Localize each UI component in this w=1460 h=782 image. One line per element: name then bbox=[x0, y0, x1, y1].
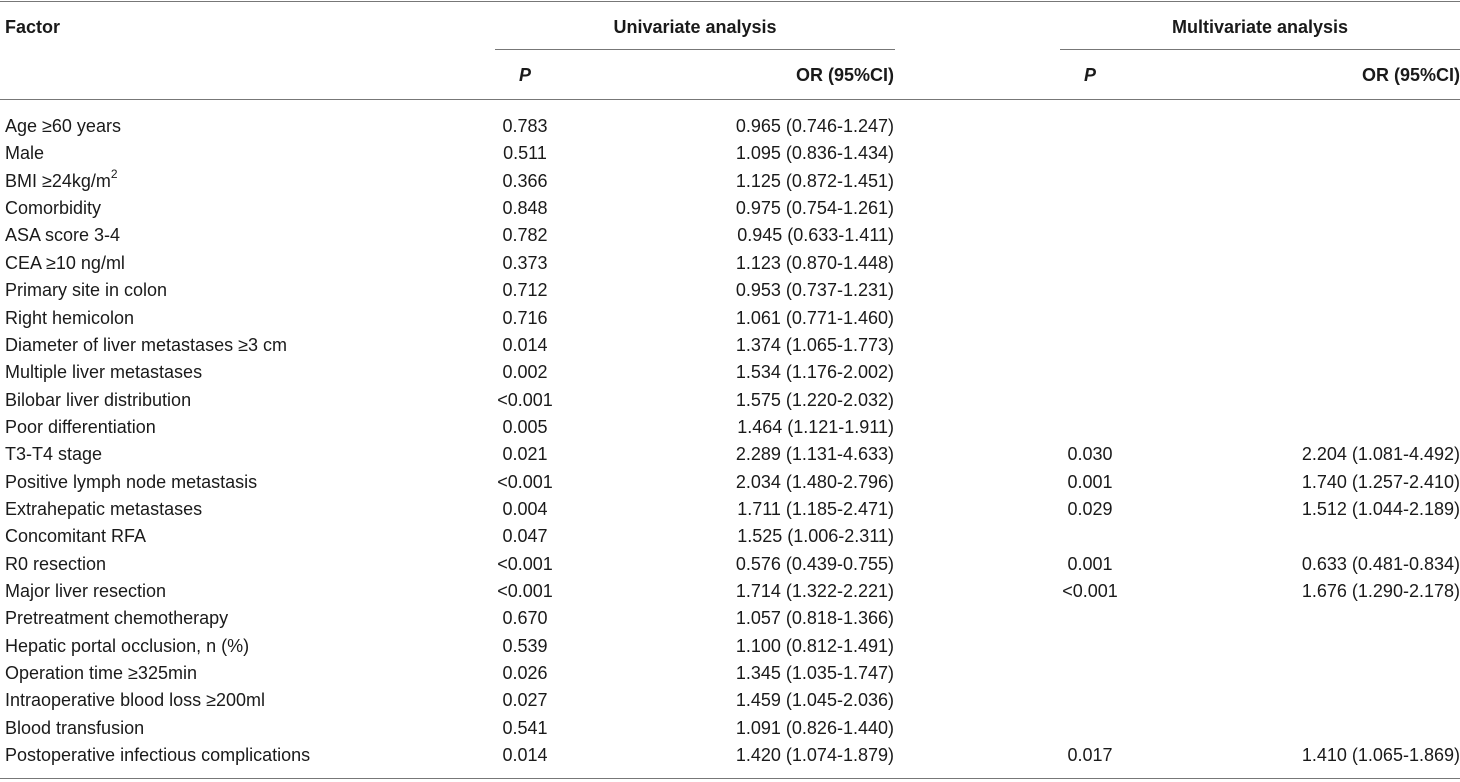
univariate-or-cell: 2.289 (1.131-4.633) bbox=[735, 444, 894, 465]
factor-cell: Primary site in colon bbox=[5, 280, 168, 301]
univariate-p-cell: 0.539 bbox=[502, 635, 548, 656]
univariate-p-cell: <0.001 bbox=[497, 389, 553, 410]
univariate-p-cell: 0.366 bbox=[502, 170, 548, 191]
univariate-p-cell: 0.027 bbox=[502, 690, 548, 711]
univariate-or-cell: 1.464 (1.121-1.911) bbox=[737, 416, 894, 437]
univariate-or-cell: 1.420 (1.074-1.879) bbox=[735, 745, 894, 766]
univariate-p-cell: 0.670 bbox=[502, 608, 548, 629]
multivariate-or-cell: 1.512 (1.044-2.189) bbox=[1301, 498, 1460, 519]
factor-cell: Positive lymph node metastasis bbox=[5, 471, 258, 492]
factor-cell: Blood transfusion bbox=[5, 717, 145, 738]
header-multivariate-or: OR (95%CI) bbox=[1361, 65, 1460, 85]
univariate-or-cell: 0.576 (0.439-0.755) bbox=[735, 553, 894, 574]
header-univariate-p: P bbox=[518, 65, 531, 85]
factor-cell: Extrahepatic metastases bbox=[5, 498, 203, 519]
univariate-p-cell: 0.005 bbox=[502, 416, 548, 437]
factor-cell: ASA score 3-4 bbox=[5, 225, 121, 246]
header-multivariate: Multivariate analysis bbox=[1171, 17, 1349, 37]
top-rule bbox=[0, 1, 1460, 2]
univariate-or-cell: 1.534 (1.176-2.002) bbox=[735, 362, 894, 383]
univariate-p-cell: <0.001 bbox=[497, 471, 553, 492]
superscript: 2 bbox=[110, 166, 118, 181]
header-rule bbox=[0, 99, 1460, 100]
factor-cell: Age ≥60 years bbox=[5, 116, 121, 136]
univariate-or-cell: 1.057 (0.818-1.366) bbox=[735, 608, 894, 629]
header-univariate: Univariate analysis bbox=[613, 17, 777, 37]
univariate-or-cell: 0.953 (0.737-1.231) bbox=[735, 280, 894, 301]
header-factor: Factor bbox=[5, 17, 61, 37]
multivariate-or-cell: 1.740 (1.257-2.410) bbox=[1301, 471, 1460, 492]
univariate-or-cell: 1.459 (1.045-2.036) bbox=[735, 690, 894, 711]
univariate-or-cell: 1.714 (1.322-2.221) bbox=[735, 581, 894, 601]
univariate-or-cell: 1.711 (1.185-2.471) bbox=[737, 498, 894, 519]
univariate-p-cell: 0.026 bbox=[502, 663, 548, 683]
univariate-p-cell: 0.716 bbox=[502, 307, 548, 328]
factor-cell: Bilobar liver distribution bbox=[5, 389, 192, 410]
multivariate-p-cell: 0.001 bbox=[1067, 471, 1113, 492]
multivariate-p-cell: 0.017 bbox=[1067, 745, 1113, 766]
factor-cell: Pretreatment chemotherapy bbox=[5, 608, 229, 629]
univariate-p-cell: 0.848 bbox=[502, 198, 548, 219]
factor-cell: R0 resection bbox=[5, 553, 107, 574]
factor-cell: Comorbidity bbox=[5, 198, 102, 219]
multivariate-p-cell: 0.030 bbox=[1067, 444, 1113, 465]
univariate-or-cell: 2.034 (1.480-2.796) bbox=[735, 471, 894, 492]
univariate-or-cell: 1.575 (1.220-2.032) bbox=[735, 389, 894, 410]
factor-cell: Multiple liver metastases bbox=[5, 362, 203, 383]
univariate-p-cell: 0.541 bbox=[502, 717, 548, 738]
factor-cell: Major liver resection bbox=[5, 581, 167, 601]
factor-cell: Diameter of liver metastases ≥3 cm bbox=[5, 334, 287, 355]
factor-cell: BMI ≥24kg/m2 bbox=[5, 168, 118, 191]
factor-cell: Hepatic portal occlusion, n (%) bbox=[5, 635, 250, 656]
univariate-or-cell: 0.965 (0.746-1.247) bbox=[735, 116, 894, 136]
univariate-or-cell: 1.123 (0.870-1.448) bbox=[735, 252, 894, 273]
factor-cell: CEA ≥10 ng/ml bbox=[5, 252, 125, 273]
multivariate-p-cell: 0.001 bbox=[1067, 553, 1113, 574]
factor-cell: T3-T4 stage bbox=[5, 444, 103, 465]
univariate-or-cell: 1.100 (0.812-1.491) bbox=[735, 635, 894, 656]
factor-text: BMI ≥24kg/m bbox=[5, 170, 111, 191]
bottom-rule bbox=[0, 778, 1460, 779]
univariate-or-cell: 1.374 (1.065-1.773) bbox=[735, 334, 894, 355]
univariate-p-cell: 0.014 bbox=[502, 334, 548, 355]
univariate-p-cell: <0.001 bbox=[497, 553, 553, 574]
factor-cell: Concomitant RFA bbox=[5, 526, 147, 547]
multivariate-or-cell: 2.204 (1.081-4.492) bbox=[1301, 444, 1460, 465]
univariate-or-cell: 0.975 (0.754-1.261) bbox=[735, 198, 894, 219]
univariate-or-cell: 1.125 (0.872-1.451) bbox=[735, 170, 894, 191]
header-univariate-or: OR (95%CI) bbox=[795, 65, 894, 85]
factor-cell: Postoperative infectious complications bbox=[5, 745, 311, 766]
univariate-p-cell: 0.021 bbox=[502, 444, 548, 465]
univariate-p-cell: 0.783 bbox=[502, 116, 548, 136]
multivariate-or-cell: 1.676 (1.290-2.178) bbox=[1301, 581, 1460, 601]
multivariate-group-rule bbox=[1060, 49, 1460, 50]
factor-cell: Operation time ≥325min bbox=[5, 663, 197, 683]
factor-cell: Poor differentiation bbox=[5, 416, 156, 437]
factor-cell: Intraoperative blood loss ≥200ml bbox=[5, 690, 266, 711]
multivariate-or-cell: 0.633 (0.481-0.834) bbox=[1301, 553, 1460, 574]
univariate-or-cell: 1.095 (0.836-1.434) bbox=[735, 143, 894, 164]
univariate-p-cell: <0.001 bbox=[497, 581, 553, 601]
multivariate-or-cell: 1.410 (1.065-1.869) bbox=[1301, 745, 1460, 766]
univariate-p-cell: 0.047 bbox=[502, 526, 548, 547]
factor-cell: Male bbox=[5, 143, 45, 164]
univariate-p-cell: 0.782 bbox=[502, 225, 548, 246]
univariate-p-cell: 0.373 bbox=[502, 252, 548, 273]
univariate-p-cell: 0.712 bbox=[502, 280, 548, 301]
univariate-p-cell: 0.511 bbox=[503, 143, 547, 164]
multivariate-p-cell: <0.001 bbox=[1062, 581, 1118, 601]
factor-cell: Right hemicolon bbox=[5, 307, 135, 328]
univariate-or-cell: 1.525 (1.006-2.311) bbox=[737, 526, 894, 547]
multivariate-p-cell: 0.029 bbox=[1067, 498, 1113, 519]
header-multivariate-p: P bbox=[1083, 65, 1096, 85]
univariate-p-cell: 0.004 bbox=[502, 498, 548, 519]
univariate-or-cell: 1.091 (0.826-1.440) bbox=[735, 717, 894, 738]
univariate-group-rule bbox=[495, 49, 895, 50]
univariate-p-cell: 0.014 bbox=[502, 745, 548, 766]
univariate-or-cell: 1.061 (0.771-1.460) bbox=[735, 307, 894, 328]
univariate-or-cell: 0.945 (0.633-1.411) bbox=[737, 225, 894, 246]
univariate-p-cell: 0.002 bbox=[502, 362, 548, 383]
univariate-or-cell: 1.345 (1.035-1.747) bbox=[735, 663, 894, 683]
